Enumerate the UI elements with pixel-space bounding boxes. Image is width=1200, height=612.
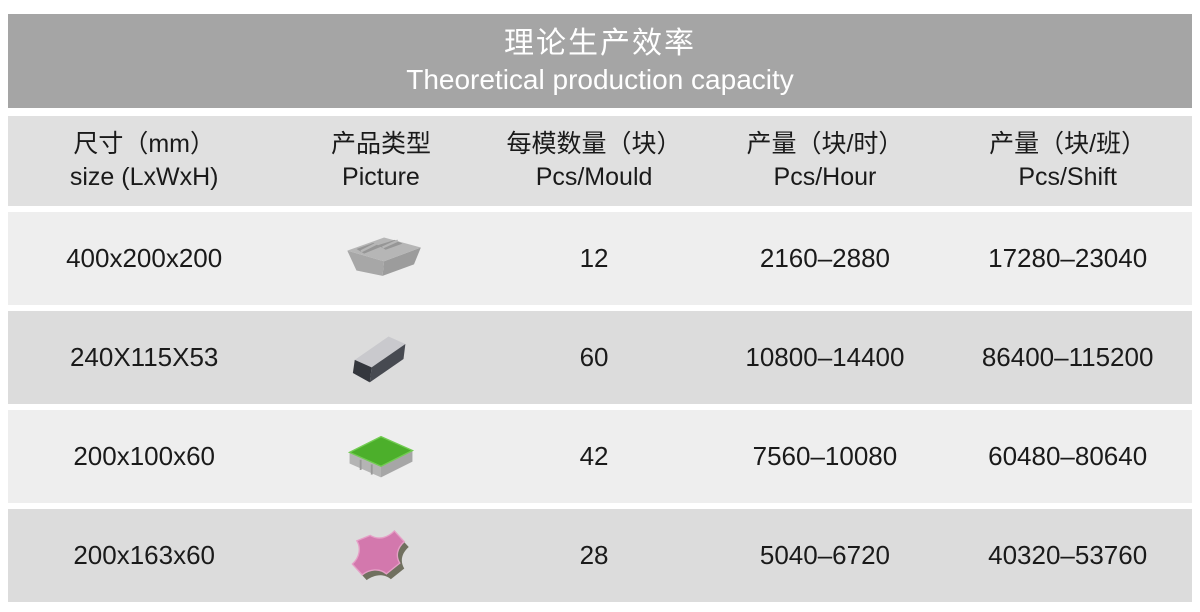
size-cell: 200x100x60 — [73, 441, 215, 471]
pcs-shift-cell: 17280–23040 — [988, 243, 1148, 273]
header-size-zh: 尺寸（mm） — [73, 130, 215, 158]
header-cell-size: 尺寸（mm） size (LxWxH) — [8, 116, 280, 206]
s-shape-paver-icon — [351, 529, 409, 580]
header-pcs-shift-en: Pcs/Shift — [1018, 163, 1117, 191]
header-pcs-hour-en: Pcs/Hour — [773, 163, 877, 191]
product-picture-cell — [280, 328, 481, 388]
header-picture-zh: 产品类型 — [330, 130, 431, 158]
title-chinese: 理论生产效率 — [504, 26, 696, 60]
header-pcs-mould-en: Pcs/Mould — [535, 163, 653, 191]
header-size-en: size (LxWxH) — [69, 163, 219, 191]
pcs-hour-cell: 7560–10080 — [752, 441, 898, 471]
pcs-mould-cell: 60 — [579, 342, 609, 372]
pcs-shift-cell: 40320–53760 — [988, 540, 1148, 570]
table-row: 240X115X53 60 10800–14400 86400–115200 — [8, 311, 1192, 404]
pcs-hour-cell: 5040–6720 — [759, 540, 890, 570]
header-cell-pcs-hour: 产量（块/时） Pcs/Hour — [707, 116, 944, 206]
table-title-bar: 理论生产效率 Theoretical production capacity — [8, 14, 1192, 108]
pcs-mould-cell: 42 — [579, 441, 609, 471]
green-paver-icon — [347, 435, 415, 477]
header-cell-pcs-shift: 产量（块/班） Pcs/Shift — [943, 116, 1192, 206]
header-pcs-shift-zh: 产量（块/班） — [989, 130, 1147, 158]
product-picture-cell — [280, 230, 481, 288]
table-row: 400x200x200 12 2160–2880 17280–23040 — [8, 212, 1192, 305]
product-picture-cell — [280, 526, 481, 586]
pcs-mould-cell: 28 — [579, 540, 609, 570]
header-pcs-hour-zh: 产量（块/时） — [746, 130, 904, 158]
title-english: Theoretical production capacity — [406, 63, 794, 95]
pcs-shift-cell: 86400–115200 — [981, 342, 1154, 372]
pcs-mould-cell: 12 — [579, 243, 609, 273]
size-cell: 240X115X53 — [69, 342, 219, 372]
pcs-hour-cell: 2160–2880 — [759, 243, 890, 273]
table-row: 200x163x60 28 5040–6720 40320–53760 — [8, 509, 1192, 602]
header-picture-en: Picture — [342, 163, 420, 191]
pcs-shift-cell: 60480–80640 — [988, 441, 1148, 471]
header-pcs-mould-zh: 每模数量（块） — [506, 130, 682, 158]
size-cell: 200x163x60 — [73, 540, 215, 570]
table-header-row: 尺寸（mm） size (LxWxH) 产品类型 Picture 每模数量（块）… — [8, 116, 1192, 206]
header-cell-pcs-mould: 每模数量（块） Pcs/Mould — [482, 116, 707, 206]
size-cell: 400x200x200 — [66, 243, 223, 273]
header-cell-picture: 产品类型 Picture — [280, 116, 481, 206]
table-row: 200x100x60 42 7560–10080 60480–80640 — [8, 410, 1192, 503]
solid-brick-icon — [352, 335, 406, 382]
hollow-block-icon — [347, 237, 421, 276]
pcs-hour-cell: 10800–14400 — [745, 342, 905, 372]
product-picture-cell — [280, 430, 481, 484]
